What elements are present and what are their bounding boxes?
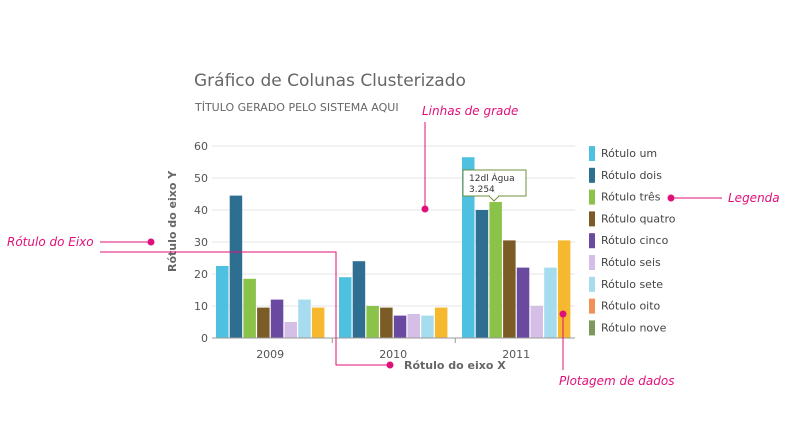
bar-2010-series-1[interactable] [339,277,352,338]
callout-gridlines-label: Linhas de grade [422,104,518,118]
y-tick-label: 10 [194,300,208,313]
x-tick-label: 2010 [379,348,407,361]
bar-2009-series-6[interactable] [284,322,298,338]
y-tick-label: 60 [194,140,208,153]
bar-2010-series-7[interactable] [421,315,434,338]
callout-legend-label: Legenda [728,191,780,205]
callout-legend: Legenda [667,191,780,205]
bar-2009-series-5[interactable] [270,299,284,338]
bar-2009-series-1[interactable] [216,266,229,338]
y-tick-label: 50 [194,172,208,185]
x-axis-ticks: 2009 2010 2011 [256,338,530,361]
legend-entry-label[interactable]: Rótulo um [601,147,657,160]
legend-entry-label[interactable]: Rótulo oito [601,300,661,313]
y-tick-label: 0 [201,332,208,345]
callout-axis-label: Rótulo do Eixo [7,235,394,369]
bar-2009-series-7[interactable] [298,299,311,338]
bar-2010-series-4[interactable] [380,307,393,338]
bar-2011-series-4[interactable] [503,240,516,338]
bar-2010-series-5[interactable] [393,315,407,338]
bar-2011-series-7[interactable] [544,267,557,338]
y-tick-label: 20 [194,268,208,281]
callout-gridlines: Linhas de grade [421,104,518,213]
bar-2010-series-3[interactable] [366,306,379,338]
y-tick-label: 30 [194,236,208,249]
legend-swatch [589,233,595,249]
bar-2009-series-3[interactable] [243,278,256,338]
legend-swatch [589,146,595,161]
x-axis-title: Rótulo do eixo X [404,359,506,372]
x-tick-label: 2009 [256,348,284,361]
legend-entry-label[interactable]: Rótulo seis [601,256,661,269]
legend-swatch [589,255,595,270]
legend-swatch [589,211,595,227]
bar-2011-series-2[interactable] [475,210,489,338]
bar-2010-series-6[interactable] [407,314,421,338]
y-tick-label: 40 [194,204,208,217]
bar-2010-series-8[interactable] [434,307,448,338]
legend-entry-label[interactable]: Rótulo quatro [601,212,676,225]
callout-data-plot: Plotagem de dados [559,310,674,388]
chart-subtitle: TÍTULO GERADO PELO SISTEMA AQUI [194,101,399,114]
legend-swatch [589,167,595,183]
bars [216,157,571,338]
bar-2011-series-8[interactable] [557,240,571,338]
chart-title: Gráfico de Colunas Clusterizado [194,71,466,91]
legend-entry-label[interactable]: Rótulo nove [601,321,667,334]
legend: Rótulo um Rótulo dois Rótulo três Rótulo qu… [589,146,676,336]
legend-entry-label[interactable]: Rótulo cinco [601,234,669,247]
bar-2009-series-2[interactable] [229,195,243,338]
callout-data-plot-label: Plotagem de dados [559,374,674,388]
legend-swatch [589,298,595,314]
bar-2011-series-5[interactable] [516,267,530,338]
legend-entry-label[interactable]: Rótulo dois [601,169,662,182]
bar-2011-series-3[interactable] [489,202,502,338]
bar-2009-series-4[interactable] [257,307,270,338]
legend-swatch [589,320,595,336]
data-tooltip: 12dl Água 3.254 [462,169,527,202]
bar-2011-series-1[interactable] [462,157,475,338]
bar-2011-series-6[interactable] [530,306,544,338]
y-axis-ticks: 0 10 20 30 40 50 60 [194,140,208,345]
bar-2009-series-8[interactable] [311,307,325,338]
legend-swatch [589,276,595,292]
callout-axis-label-text: Rótulo do Eixo [7,235,94,249]
legend-entry-label[interactable]: Rótulo sete [601,278,663,291]
tooltip-line-1: 12dl Água [469,172,515,184]
x-tick-label: 2011 [502,348,530,361]
tooltip-line-2: 3.254 [469,185,495,195]
bar-2010-series-2[interactable] [352,261,366,338]
legend-swatch [589,189,595,205]
legend-entry-label[interactable]: Rótulo três [601,191,661,204]
y-axis-title: Rótulo do eixo Y [166,170,179,272]
